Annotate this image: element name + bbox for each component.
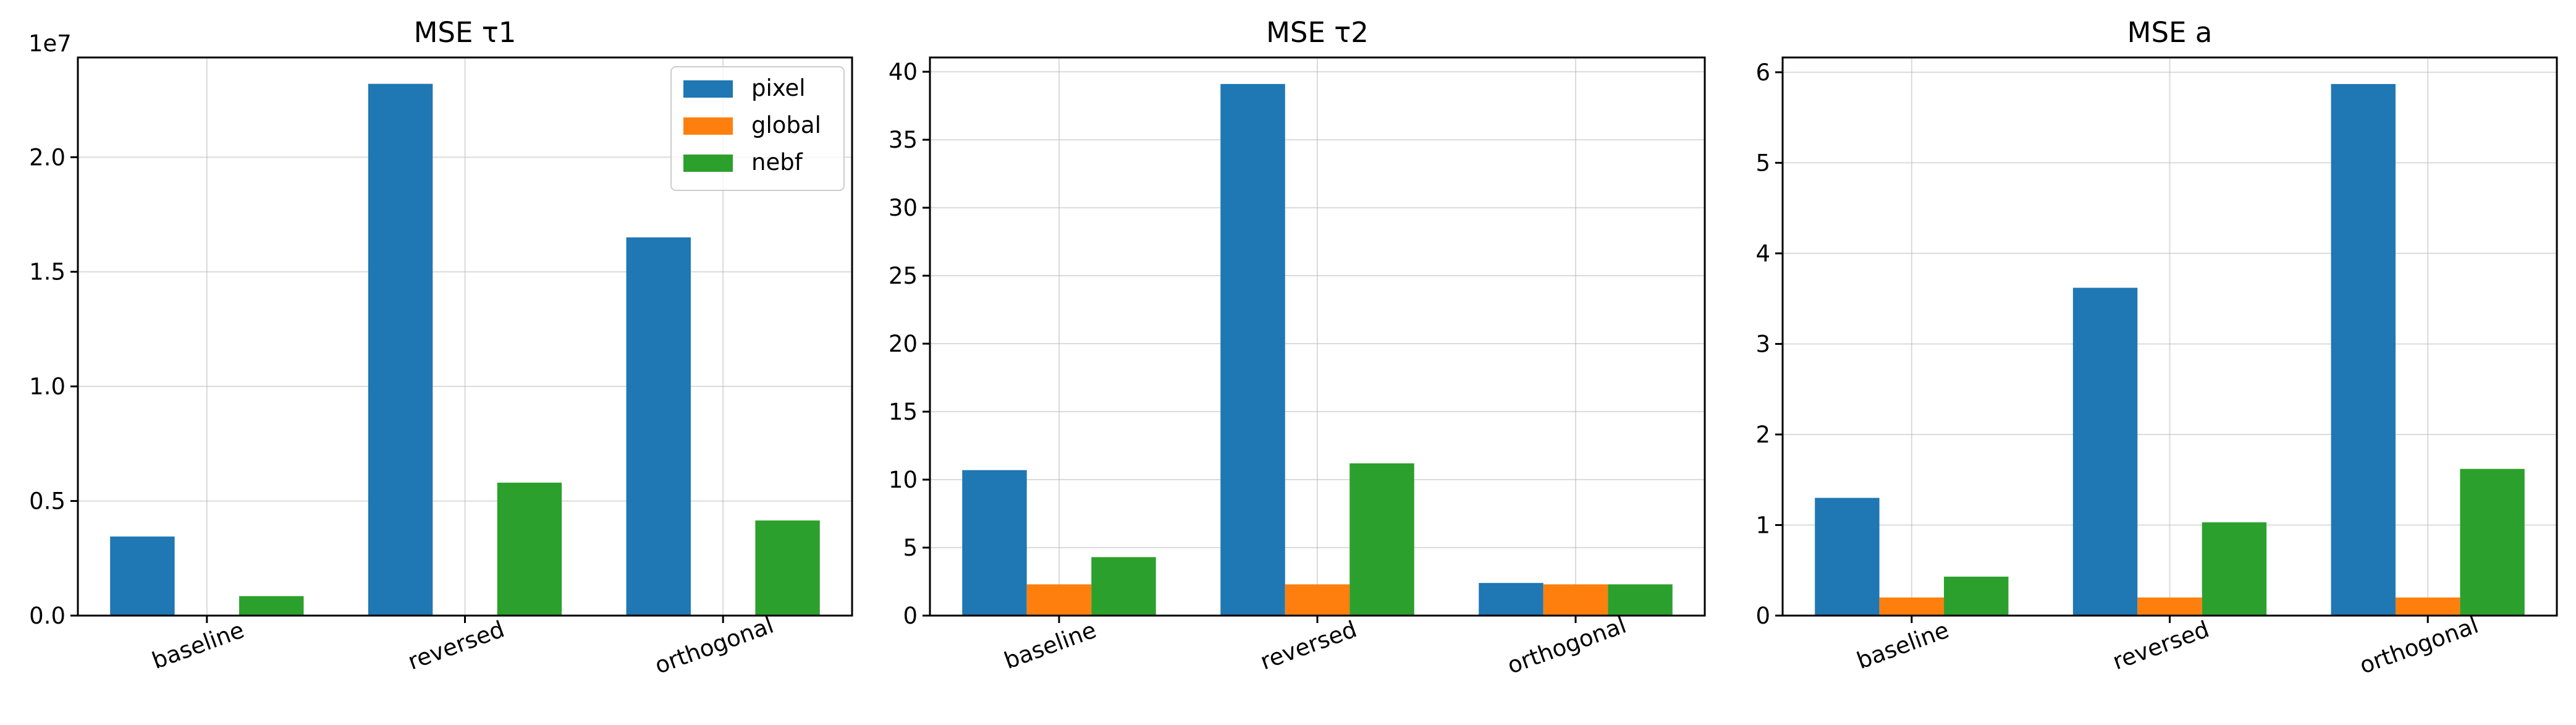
- bar-global: [1879, 597, 1945, 616]
- bar-nebf: [2202, 522, 2267, 616]
- y-tick-label: 2.0: [29, 144, 65, 171]
- legend-swatch-nebf: [683, 155, 733, 172]
- chart-panel: 0.0 0.5 1.0 1.5 2.0 baseline reversed orthogona…: [28, 16, 853, 679]
- bar-nebf: [1349, 463, 1414, 616]
- bar-nebf: [1944, 576, 2009, 616]
- y-tick-label: 0: [1755, 603, 1770, 629]
- bar-pixel: [2331, 83, 2396, 616]
- y-tick-label: 1: [1755, 512, 1770, 538]
- y-tick-label: 5: [1755, 150, 1770, 176]
- x-tick-label: orthogonal: [2356, 612, 2482, 679]
- bar-pixel: [1815, 498, 1880, 616]
- bar-nebf: [1608, 584, 1673, 616]
- y-tick-label: 10: [889, 467, 918, 493]
- bar-global: [1285, 584, 1350, 616]
- y-tick-label: 2: [1755, 422, 1770, 448]
- x-tick-label: baseline: [1001, 617, 1100, 674]
- x-tick-label: reversed: [1257, 616, 1360, 675]
- legend: pixel global nebf: [670, 66, 845, 191]
- y-tick-label: 0.5: [29, 488, 65, 515]
- y-offset-label: 1e7: [28, 30, 72, 57]
- chart-panel: 0 5 10 15 20 25 30 35 40 baseline reversed orthogon…: [889, 16, 1706, 679]
- y-tick-label: 0: [903, 603, 918, 629]
- legend-label-global: global: [751, 112, 821, 138]
- legend-swatch-pixel: [683, 80, 733, 98]
- x-tick-label: orthogonal: [1504, 612, 1630, 679]
- bar-global: [1026, 584, 1092, 616]
- bar-pixel: [626, 237, 691, 616]
- bar-pixel: [110, 536, 175, 616]
- chart-title: MSE τ2: [1266, 16, 1369, 49]
- bar-global: [2137, 597, 2202, 616]
- bar-pixel: [1220, 83, 1285, 616]
- x-tick-label: baseline: [148, 617, 247, 674]
- bar-nebf: [755, 520, 820, 616]
- y-tick-label: 5: [903, 535, 918, 561]
- legend-label-nebf: nebf: [751, 149, 803, 176]
- bar-nebf: [239, 596, 304, 616]
- y-tick-label: 30: [889, 195, 918, 221]
- bar-nebf: [1091, 557, 1156, 616]
- y-tick-label: 20: [889, 331, 918, 357]
- chart-title: MSE a: [2127, 16, 2213, 49]
- y-tick-label: 25: [889, 263, 918, 289]
- chart-title: MSE τ1: [414, 16, 517, 49]
- legend-swatch-global: [683, 117, 733, 135]
- y-tick-label: 1.0: [29, 373, 65, 400]
- bar-nebf: [497, 482, 562, 616]
- x-tick-label: orthogonal: [651, 612, 777, 679]
- bar-global: [1543, 584, 1608, 616]
- y-tick-label: 3: [1755, 331, 1770, 357]
- x-tick-label: reversed: [2109, 616, 2212, 675]
- x-tick-label: reversed: [404, 616, 507, 675]
- y-tick-label: 6: [1755, 59, 1770, 86]
- y-tick-label: 40: [889, 59, 918, 85]
- bar-pixel: [2072, 287, 2138, 616]
- bar-pixel: [1479, 583, 1543, 616]
- bar-pixel: [368, 83, 433, 616]
- bar-nebf: [2460, 468, 2525, 616]
- bar-global: [2395, 597, 2460, 616]
- y-tick-label: 1.5: [29, 259, 65, 286]
- y-tick-label: 4: [1755, 240, 1770, 267]
- bar-pixel: [962, 470, 1027, 616]
- y-tick-label: 35: [889, 127, 918, 153]
- x-tick-label: baseline: [1853, 617, 1952, 674]
- legend-label-pixel: pixel: [751, 75, 806, 101]
- chart-panel: 0 1 2 3 4 5 6 baseline reversed orthogonal MSE a: [1755, 16, 2558, 679]
- y-tick-label: 15: [889, 399, 918, 425]
- y-tick-label: 0.0: [29, 603, 65, 629]
